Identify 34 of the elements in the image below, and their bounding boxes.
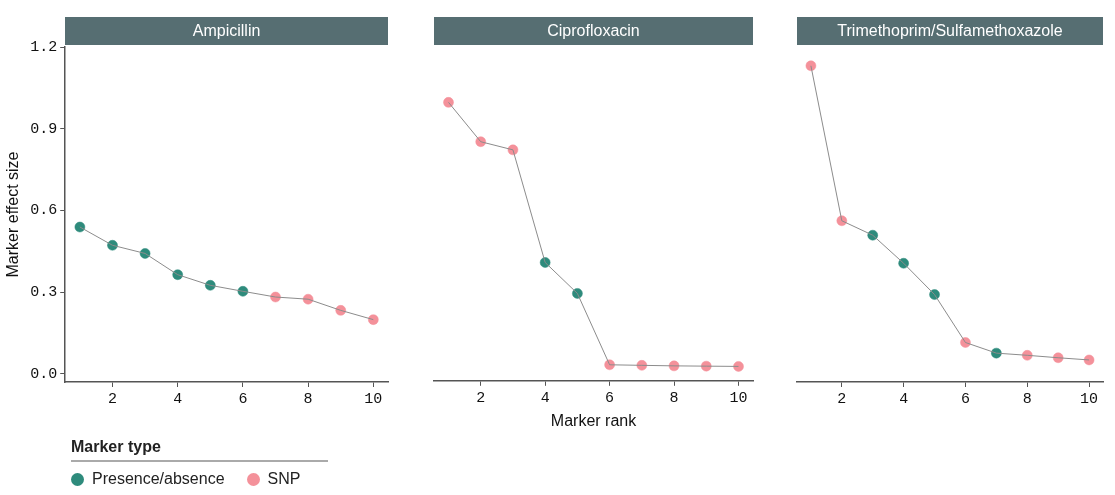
x-tick-label: 4 bbox=[540, 389, 550, 407]
y-tick-label: 0.9 bbox=[30, 120, 58, 138]
x-tick-label: 6 bbox=[960, 390, 970, 408]
point bbox=[1083, 354, 1095, 366]
legend-label: SNP bbox=[267, 470, 301, 488]
x-tick-label: 8 bbox=[1022, 390, 1032, 408]
chart-title: Ampicillin bbox=[65, 17, 388, 45]
y-tick-label: 0.0 bbox=[30, 365, 58, 383]
legend-label: Presence/absence bbox=[92, 470, 225, 488]
point bbox=[443, 97, 454, 108]
x-tick-label: 6 bbox=[605, 389, 615, 407]
point bbox=[368, 314, 379, 325]
point bbox=[733, 361, 744, 372]
x-tick-label: 10 bbox=[729, 389, 748, 407]
y-tick-label: 0.6 bbox=[30, 202, 58, 220]
x-tick-label: 10 bbox=[364, 390, 383, 408]
y-axis-title: Marker effect size bbox=[4, 151, 22, 278]
point bbox=[74, 221, 86, 233]
x-axis-title: Marker rank bbox=[550, 411, 638, 429]
x-tick-label: 8 bbox=[669, 389, 679, 407]
legend-title: Marker type bbox=[71, 438, 328, 462]
y-tick-label: 0.3 bbox=[30, 284, 58, 302]
x-tick-label: 10 bbox=[1080, 390, 1099, 408]
x-tick-label: 6 bbox=[238, 390, 248, 408]
y-tick-label: 1.2 bbox=[30, 38, 58, 56]
x-tick-label: 2 bbox=[837, 390, 847, 408]
x-tick-label: 2 bbox=[107, 390, 117, 408]
x-tick-label: 8 bbox=[303, 390, 313, 408]
point bbox=[805, 60, 817, 72]
x-tick-label: 2 bbox=[476, 389, 486, 407]
x-tick-label: 4 bbox=[173, 390, 183, 408]
x-tick-label: 4 bbox=[899, 390, 909, 408]
chart-title: Trimethoprim/Sulfamethoxazole bbox=[797, 17, 1103, 45]
chart-title: Ciprofloxacin bbox=[434, 17, 753, 45]
